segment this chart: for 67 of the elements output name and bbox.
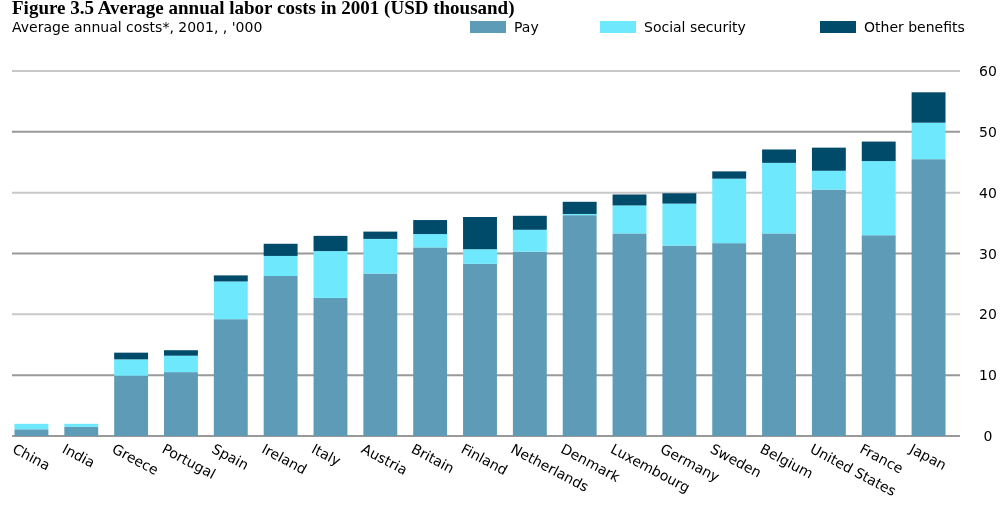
bar	[811, 147, 846, 171]
y-tick-label: 40	[979, 184, 997, 201]
bar	[114, 352, 149, 360]
bar	[363, 238, 398, 274]
bar	[14, 423, 49, 430]
bar	[413, 234, 448, 248]
bar	[512, 251, 547, 436]
chart-title: Figure 3.5 Average annual labor costs in 2001 (USD thousand)	[12, 0, 515, 19]
bar	[114, 359, 149, 376]
bar	[463, 263, 497, 436]
bar	[712, 171, 747, 179]
bar	[612, 194, 647, 206]
bar	[164, 372, 198, 436]
bar	[562, 201, 597, 214]
bar	[164, 355, 198, 373]
bar	[911, 122, 946, 160]
y-tick-label: 50	[979, 123, 997, 140]
y-tick-label: 60	[979, 63, 997, 79]
bar	[562, 215, 597, 436]
bar	[213, 319, 248, 436]
bar	[263, 243, 298, 256]
bar	[811, 189, 846, 436]
y-tick-label: 10	[979, 367, 997, 384]
bar	[861, 235, 896, 436]
bar	[762, 149, 796, 163]
bar	[463, 249, 497, 264]
bar	[313, 251, 348, 298]
bar	[662, 245, 697, 436]
bar	[413, 247, 448, 436]
bar	[64, 423, 99, 427]
bar	[712, 243, 747, 436]
bar	[512, 229, 547, 252]
bar	[263, 276, 298, 436]
bar	[313, 297, 348, 436]
bar	[662, 203, 697, 246]
bar	[762, 162, 796, 234]
bar	[363, 273, 398, 436]
bar	[811, 170, 846, 190]
bar	[64, 426, 99, 436]
x-tick-label: Italy	[309, 440, 344, 469]
bar	[512, 215, 547, 230]
legend-label: Other benefits	[864, 19, 965, 35]
y-tick-label: 0	[983, 428, 993, 444]
bar	[861, 141, 896, 162]
bar	[463, 217, 497, 250]
bar	[861, 161, 896, 236]
bar	[213, 281, 248, 320]
bar	[911, 159, 946, 436]
bar	[114, 375, 149, 436]
chart-subtitle: Average annual costs*, 2001, , '000	[12, 19, 263, 35]
legend-label: Pay	[514, 19, 539, 35]
bar	[612, 205, 647, 234]
bar	[662, 193, 697, 204]
bar	[313, 235, 348, 252]
bar	[413, 220, 448, 235]
y-tick-label: 20	[979, 306, 997, 323]
bar	[712, 178, 747, 244]
y-tick-label: 30	[979, 245, 997, 262]
bar	[762, 233, 796, 436]
bar	[612, 233, 647, 436]
legend-label: Social security	[644, 19, 746, 35]
bar	[363, 231, 398, 239]
bar	[164, 350, 198, 356]
bar	[911, 92, 946, 123]
bar	[263, 255, 298, 277]
bar	[213, 275, 248, 282]
bar	[14, 429, 49, 436]
